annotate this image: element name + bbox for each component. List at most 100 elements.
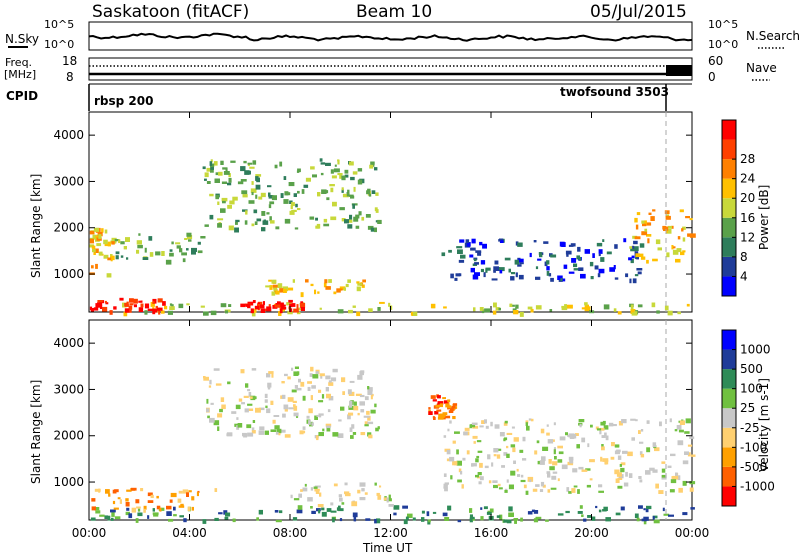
data-cell (590, 424, 593, 428)
data-cell (353, 186, 356, 192)
data-cell (456, 246, 463, 249)
data-cell (330, 187, 334, 193)
data-cell (241, 190, 248, 195)
data-cell (376, 492, 380, 496)
data-cell (215, 383, 222, 386)
data-cell (629, 246, 633, 249)
data-cell (584, 302, 588, 306)
data-cell (320, 162, 326, 165)
data-cell (488, 480, 492, 484)
data-cell (374, 518, 377, 524)
data-cell (152, 308, 158, 313)
data-cell (630, 418, 636, 421)
data-cell (687, 444, 693, 447)
data-cell (206, 408, 210, 413)
data-cell (533, 510, 539, 514)
data-cell (671, 476, 675, 479)
data-cell (348, 405, 355, 410)
data-cell (344, 482, 348, 486)
data-cell (489, 508, 494, 513)
data-cell (559, 436, 566, 441)
data-cell (326, 425, 331, 429)
data-cell (293, 193, 297, 197)
data-cell (220, 208, 226, 213)
data-cell (143, 505, 147, 510)
data-cell (251, 223, 255, 227)
data-cell (358, 211, 362, 216)
data-cell (682, 226, 686, 230)
data-cell (454, 431, 460, 434)
data-cell (339, 207, 345, 211)
data-cell (530, 308, 534, 313)
data-cell (126, 257, 129, 260)
data-cell (206, 181, 211, 184)
cpid-program-1: rbsp 200 (94, 94, 153, 108)
data-cell (490, 421, 493, 427)
data-cell (605, 517, 611, 522)
data-cell (249, 166, 255, 169)
data-cell (432, 399, 437, 402)
data-cell (355, 393, 362, 396)
data-cell (281, 394, 286, 399)
data-cell (150, 302, 155, 307)
data-cell (300, 489, 303, 492)
data-cell (546, 424, 549, 427)
data-cell (289, 308, 293, 313)
data-cell (339, 497, 343, 502)
data-cell (654, 447, 660, 452)
data-cell (443, 486, 448, 489)
data-cell (518, 274, 524, 280)
data-cell (428, 411, 433, 415)
data-cell (311, 510, 316, 514)
data-cell (620, 506, 625, 511)
data-cell (620, 462, 626, 466)
data-cell (204, 224, 209, 227)
data-cell (250, 395, 256, 401)
data-cell (554, 456, 557, 460)
date-title: 05/Jul/2015 (590, 2, 687, 22)
data-cell (218, 512, 223, 515)
data-cell (309, 421, 313, 427)
data-cell (244, 220, 248, 225)
data-cell (341, 175, 346, 181)
data-cell (197, 241, 201, 245)
data-cell (637, 253, 644, 257)
data-cell (176, 245, 181, 249)
data-cell (156, 495, 159, 499)
data-cell (293, 404, 296, 407)
data-cell (667, 310, 673, 316)
data-cell (581, 514, 584, 517)
data-cell (535, 276, 541, 280)
data-cell (275, 290, 280, 295)
data-cell (173, 506, 176, 511)
data-cell (480, 516, 484, 521)
data-cell (658, 490, 664, 494)
data-cell (243, 160, 247, 164)
data-cell (169, 303, 173, 306)
data-cell (294, 385, 298, 389)
data-cell (458, 468, 462, 473)
data-cell (144, 303, 150, 309)
data-cell (263, 219, 266, 224)
data-cell (511, 304, 515, 307)
data-cell (337, 173, 343, 176)
data-cell (548, 273, 552, 277)
data-cell (647, 238, 650, 244)
data-cell (217, 201, 220, 205)
data-cell (255, 184, 261, 190)
data-cell (641, 220, 645, 224)
data-cell (496, 454, 501, 459)
data-cell (252, 160, 257, 165)
data-cell (283, 176, 287, 180)
data-cell (240, 303, 246, 308)
data-cell (251, 311, 256, 317)
data-cell (311, 385, 316, 389)
data-cell (573, 485, 578, 488)
data-cell (137, 508, 141, 512)
data-cell (448, 410, 454, 413)
data-cell (297, 190, 300, 194)
data-cell (528, 418, 532, 421)
data-cell (191, 251, 196, 255)
data-cell (207, 415, 210, 419)
data-cell (484, 419, 487, 424)
